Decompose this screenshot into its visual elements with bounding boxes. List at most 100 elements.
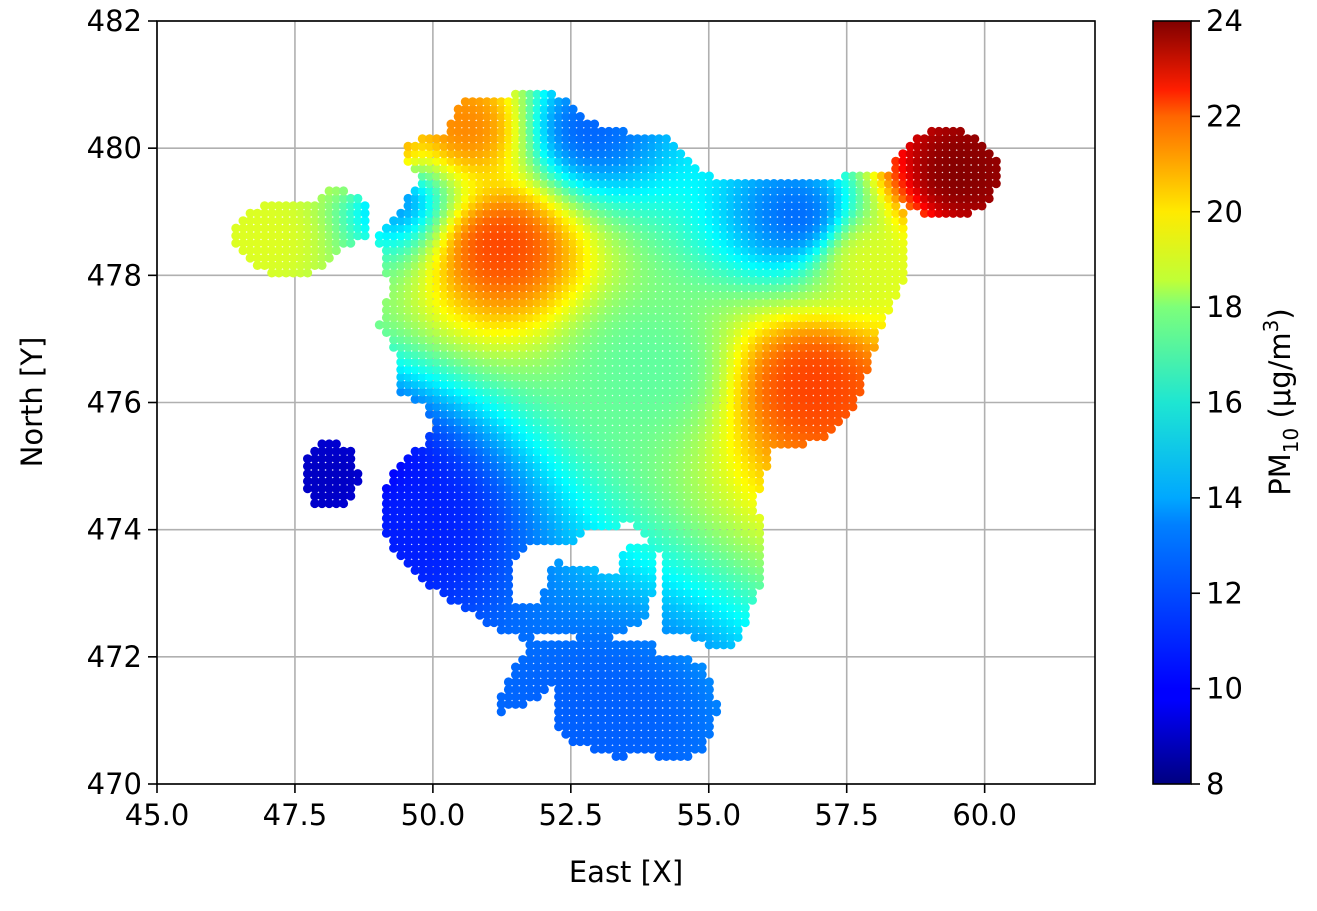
pm10-data-point <box>554 112 564 122</box>
pm10-data-point <box>683 223 693 233</box>
pm10-data-point <box>525 506 535 516</box>
pm10-data-point <box>532 149 542 159</box>
pm10-data-point <box>790 223 801 233</box>
pm10-data-point <box>396 357 406 367</box>
pm10-data-point <box>740 365 750 375</box>
pm10-data-point <box>260 260 270 270</box>
pm10-data-point <box>633 223 643 233</box>
pm10-data-point <box>676 714 686 724</box>
pm10-data-point <box>618 238 628 248</box>
pm10-data-point <box>453 417 463 427</box>
pm10-data-point <box>676 365 686 375</box>
pm10-data-point <box>460 573 470 583</box>
pm10-data-point <box>568 573 578 583</box>
pm10-data-point <box>554 223 564 233</box>
pm10-data-point <box>561 565 571 576</box>
pm10-data-point <box>525 431 535 442</box>
pm10-data-point <box>833 216 844 226</box>
pm10-data-point <box>618 186 628 196</box>
pm10-data-point <box>446 498 456 509</box>
pm10-data-point <box>604 298 614 308</box>
pm10-data-point <box>690 431 700 442</box>
pm10-data-point <box>589 342 600 352</box>
pm10-data-point <box>747 208 758 218</box>
pm10-data-point <box>783 394 793 404</box>
pm10-data-point <box>668 290 679 300</box>
pm10-data-point <box>453 521 463 531</box>
pm10-data-point <box>704 342 714 352</box>
pm10-data-point <box>704 565 714 576</box>
pm10-data-point <box>898 223 908 233</box>
pm10-data-point <box>697 573 707 583</box>
pm10-data-point <box>733 335 743 345</box>
pm10-data-point <box>661 751 671 762</box>
pm10-data-point <box>554 164 564 174</box>
pm10-data-point <box>719 365 729 375</box>
pm10-data-point <box>568 491 578 501</box>
pm10-data-point <box>554 126 564 137</box>
pm10-data-point <box>582 513 593 523</box>
pm10-data-point <box>245 216 255 226</box>
pm10-data-point <box>697 223 707 233</box>
pm10-data-point <box>604 461 614 471</box>
pm10-data-point <box>762 446 772 456</box>
pm10-data-point <box>604 126 614 137</box>
pm10-data-point <box>597 134 607 144</box>
pm10-data-point <box>762 223 772 233</box>
pm10-data-point <box>589 446 600 456</box>
pm10-data-point <box>561 573 571 583</box>
pm10-data-point <box>848 275 858 285</box>
pm10-data-point <box>475 446 485 456</box>
pm10-data-point <box>704 298 714 308</box>
pm10-data-point <box>432 298 442 308</box>
pm10-data-point <box>468 513 478 523</box>
pm10-data-point <box>676 342 686 352</box>
pm10-data-point <box>568 134 578 144</box>
pm10-data-point <box>468 550 478 561</box>
pm10-data-point <box>518 335 528 345</box>
pm10-data-point <box>582 149 593 159</box>
pm10-data-point <box>661 603 671 613</box>
pm10-data-point <box>582 350 593 360</box>
pm10-data-point <box>676 350 686 360</box>
pm10-data-point <box>446 119 456 129</box>
pm10-data-point <box>668 179 679 189</box>
pm10-data-point <box>475 439 485 449</box>
pm10-data-point <box>295 238 306 248</box>
pm10-data-point <box>654 439 664 449</box>
pm10-data-point <box>482 335 492 345</box>
pm10-data-point <box>711 260 722 270</box>
pm10-data-point <box>503 677 514 687</box>
pm10-data-point <box>704 208 714 218</box>
pm10-data-point <box>503 134 514 144</box>
pm10-data-point <box>503 513 514 523</box>
pm10-data-point <box>805 335 815 345</box>
pm10-data-point <box>790 275 801 285</box>
pm10-data-point <box>769 231 779 241</box>
pm10-data-point <box>704 699 714 709</box>
pm10-data-point <box>518 298 528 308</box>
pm10-data-point <box>346 216 356 226</box>
pm10-data-point <box>396 305 406 315</box>
pm10-data-point <box>747 275 758 285</box>
pm10-data-point <box>704 193 714 204</box>
pm10-data-point <box>417 357 427 367</box>
pm10-data-point <box>417 491 427 501</box>
pm10-data-point <box>704 216 714 226</box>
pm10-data-point <box>460 342 470 352</box>
pm10-data-point <box>460 350 470 360</box>
pm10-data-point <box>855 320 865 330</box>
pm10-data-point <box>546 97 557 107</box>
pm10-data-point <box>510 469 521 479</box>
pm10-data-point <box>510 305 521 315</box>
pm10-data-point <box>661 283 671 293</box>
pm10-data-point <box>410 275 420 285</box>
pm10-data-point <box>453 171 463 181</box>
pm10-data-point <box>704 424 714 434</box>
pm10-data-point <box>719 216 729 226</box>
pm10-data-point <box>546 89 557 99</box>
pm10-data-point <box>468 603 478 613</box>
pm10-data-point <box>482 580 492 590</box>
pm10-data-point <box>676 655 686 665</box>
pm10-data-point <box>884 179 894 189</box>
